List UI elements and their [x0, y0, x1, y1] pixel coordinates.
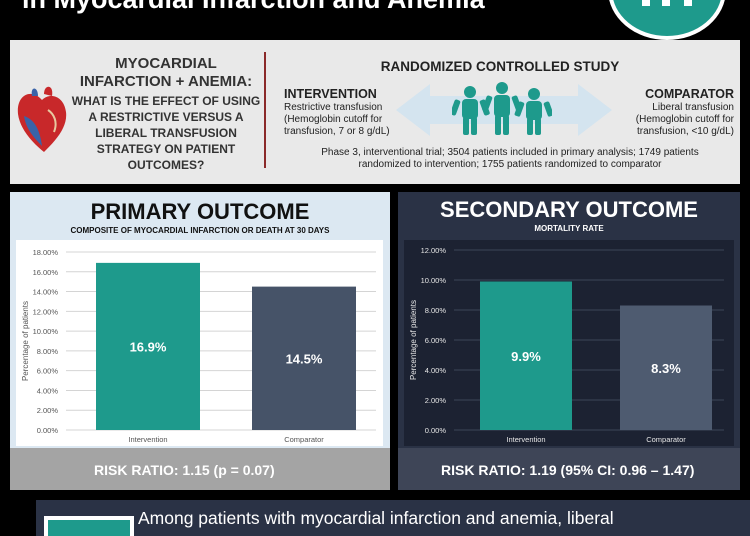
y-tick-label: 2.00% [37, 406, 59, 415]
secondary-risk-ratio-box [398, 448, 740, 490]
trial-details: Phase 3, interventional trial; 3504 pati… [321, 147, 699, 170]
comparator-arm: COMPARATOR Liberal transfusion (Hemoglob… [610, 86, 734, 138]
conclusion-text: Among patients with myocardial infarctio… [138, 508, 614, 528]
comparator-line1: Liberal transfusion [652, 102, 734, 113]
infographic-title: in Myocardial Infarction and Anemia [22, 0, 485, 15]
intervention-line1: Restrictive transfusion [284, 102, 383, 113]
bar-comparator [252, 286, 356, 430]
secondary-risk-ratio: RISK RATIO: 1.19 (95% CI: 0.96 – 1.47) [441, 462, 695, 478]
patients-group-icon [452, 82, 552, 135]
bar-intervention [480, 281, 572, 430]
y-tick-label: 4.00% [37, 386, 59, 395]
question-heading: MYOCARDIAL INFARCTION + ANEMIA: [79, 55, 253, 90]
primary-risk-ratio-box [10, 448, 390, 490]
bar-comparator [620, 305, 712, 430]
intervention-arm: INTERVENTION Restrictive transfusion (He… [284, 86, 400, 138]
y-tick-label: 8.00% [37, 347, 59, 356]
bar-value-label: 8.3% [651, 361, 681, 376]
intervention-heading: INTERVENTION [284, 87, 377, 101]
y-tick-label: 18.00% [33, 248, 59, 257]
secondary-outcome-subtitle: MORTALITY RATE [534, 224, 604, 233]
y-tick-label: 10.00% [33, 327, 59, 336]
comparator-heading: COMPARATOR [645, 87, 734, 101]
bar-value-label: 9.9% [511, 349, 541, 364]
primary-outcome-title: PRIMARY OUTCOME [90, 199, 310, 224]
section-divider [264, 52, 266, 168]
secondary-outcome-title: SECONDARY OUTCOME [440, 197, 698, 222]
y-tick-label: 0.00% [425, 426, 447, 435]
y-tick-label: 12.00% [33, 307, 59, 316]
y-tick-label: 14.00% [33, 288, 59, 297]
x-tick-label: Intervention [128, 435, 167, 444]
y-tick-label: 16.00% [33, 268, 59, 277]
question-body: WHAT IS THE EFFECT OF USING A RESTRICTIV… [71, 94, 261, 172]
primary-outcome-subtitle: COMPOSITE OF MYOCARDIAL INFARCTION OR DE… [70, 226, 330, 235]
study-overview-panel [10, 40, 740, 184]
x-tick-label: Intervention [506, 435, 545, 444]
y-tick-label: 2.00% [425, 396, 447, 405]
comparator-line2: (Hemoglobin cutoff for transfusion, <10 … [635, 114, 734, 137]
x-tick-label: Comparator [646, 435, 686, 444]
x-tick-label: Comparator [284, 435, 324, 444]
y-tick-label: 10.00% [421, 276, 447, 285]
y-axis-label: Percentage of patients [21, 301, 30, 381]
bar-value-label: 16.9% [130, 339, 167, 354]
heart-icon [17, 86, 67, 152]
secondary-outcome-chart: 0.00% 2.00% 4.00% 6.00% 8.00% 10.00% 12.00% Per… [409, 246, 724, 444]
conclusion-panel [36, 500, 750, 536]
intervention-line2: (Hemoglobin cutoff for transfusion, 7 or… [284, 114, 390, 137]
y-tick-label: 4.00% [425, 366, 447, 375]
conclusion-icon [44, 516, 134, 536]
bar-intervention [96, 262, 200, 430]
y-tick-label: 6.00% [425, 336, 447, 345]
y-tick-label: 0.00% [37, 426, 59, 435]
bar-value-label: 14.5% [286, 351, 323, 366]
primary-risk-ratio: RISK RATIO: 1.15 (p = 0.07) [94, 462, 275, 478]
y-axis-label: Percentage of patients [409, 300, 418, 380]
journal-logo-mark-icon [642, 0, 692, 6]
y-tick-label: 6.00% [37, 367, 59, 376]
research-question: MYOCARDIAL INFARCTION + ANEMIA: WHAT IS … [68, 55, 264, 173]
y-tick-label: 12.00% [421, 246, 447, 255]
primary-outcome-chart: 0.00% 2.00% 4.00% 6.00% 8.00% 10.00% 12.00% 14.… [21, 248, 376, 444]
study-design-title: RANDOMIZED CONTROLLED STUDY [380, 59, 620, 74]
y-tick-label: 8.00% [425, 306, 447, 315]
journal-logo-icon [608, 0, 726, 40]
